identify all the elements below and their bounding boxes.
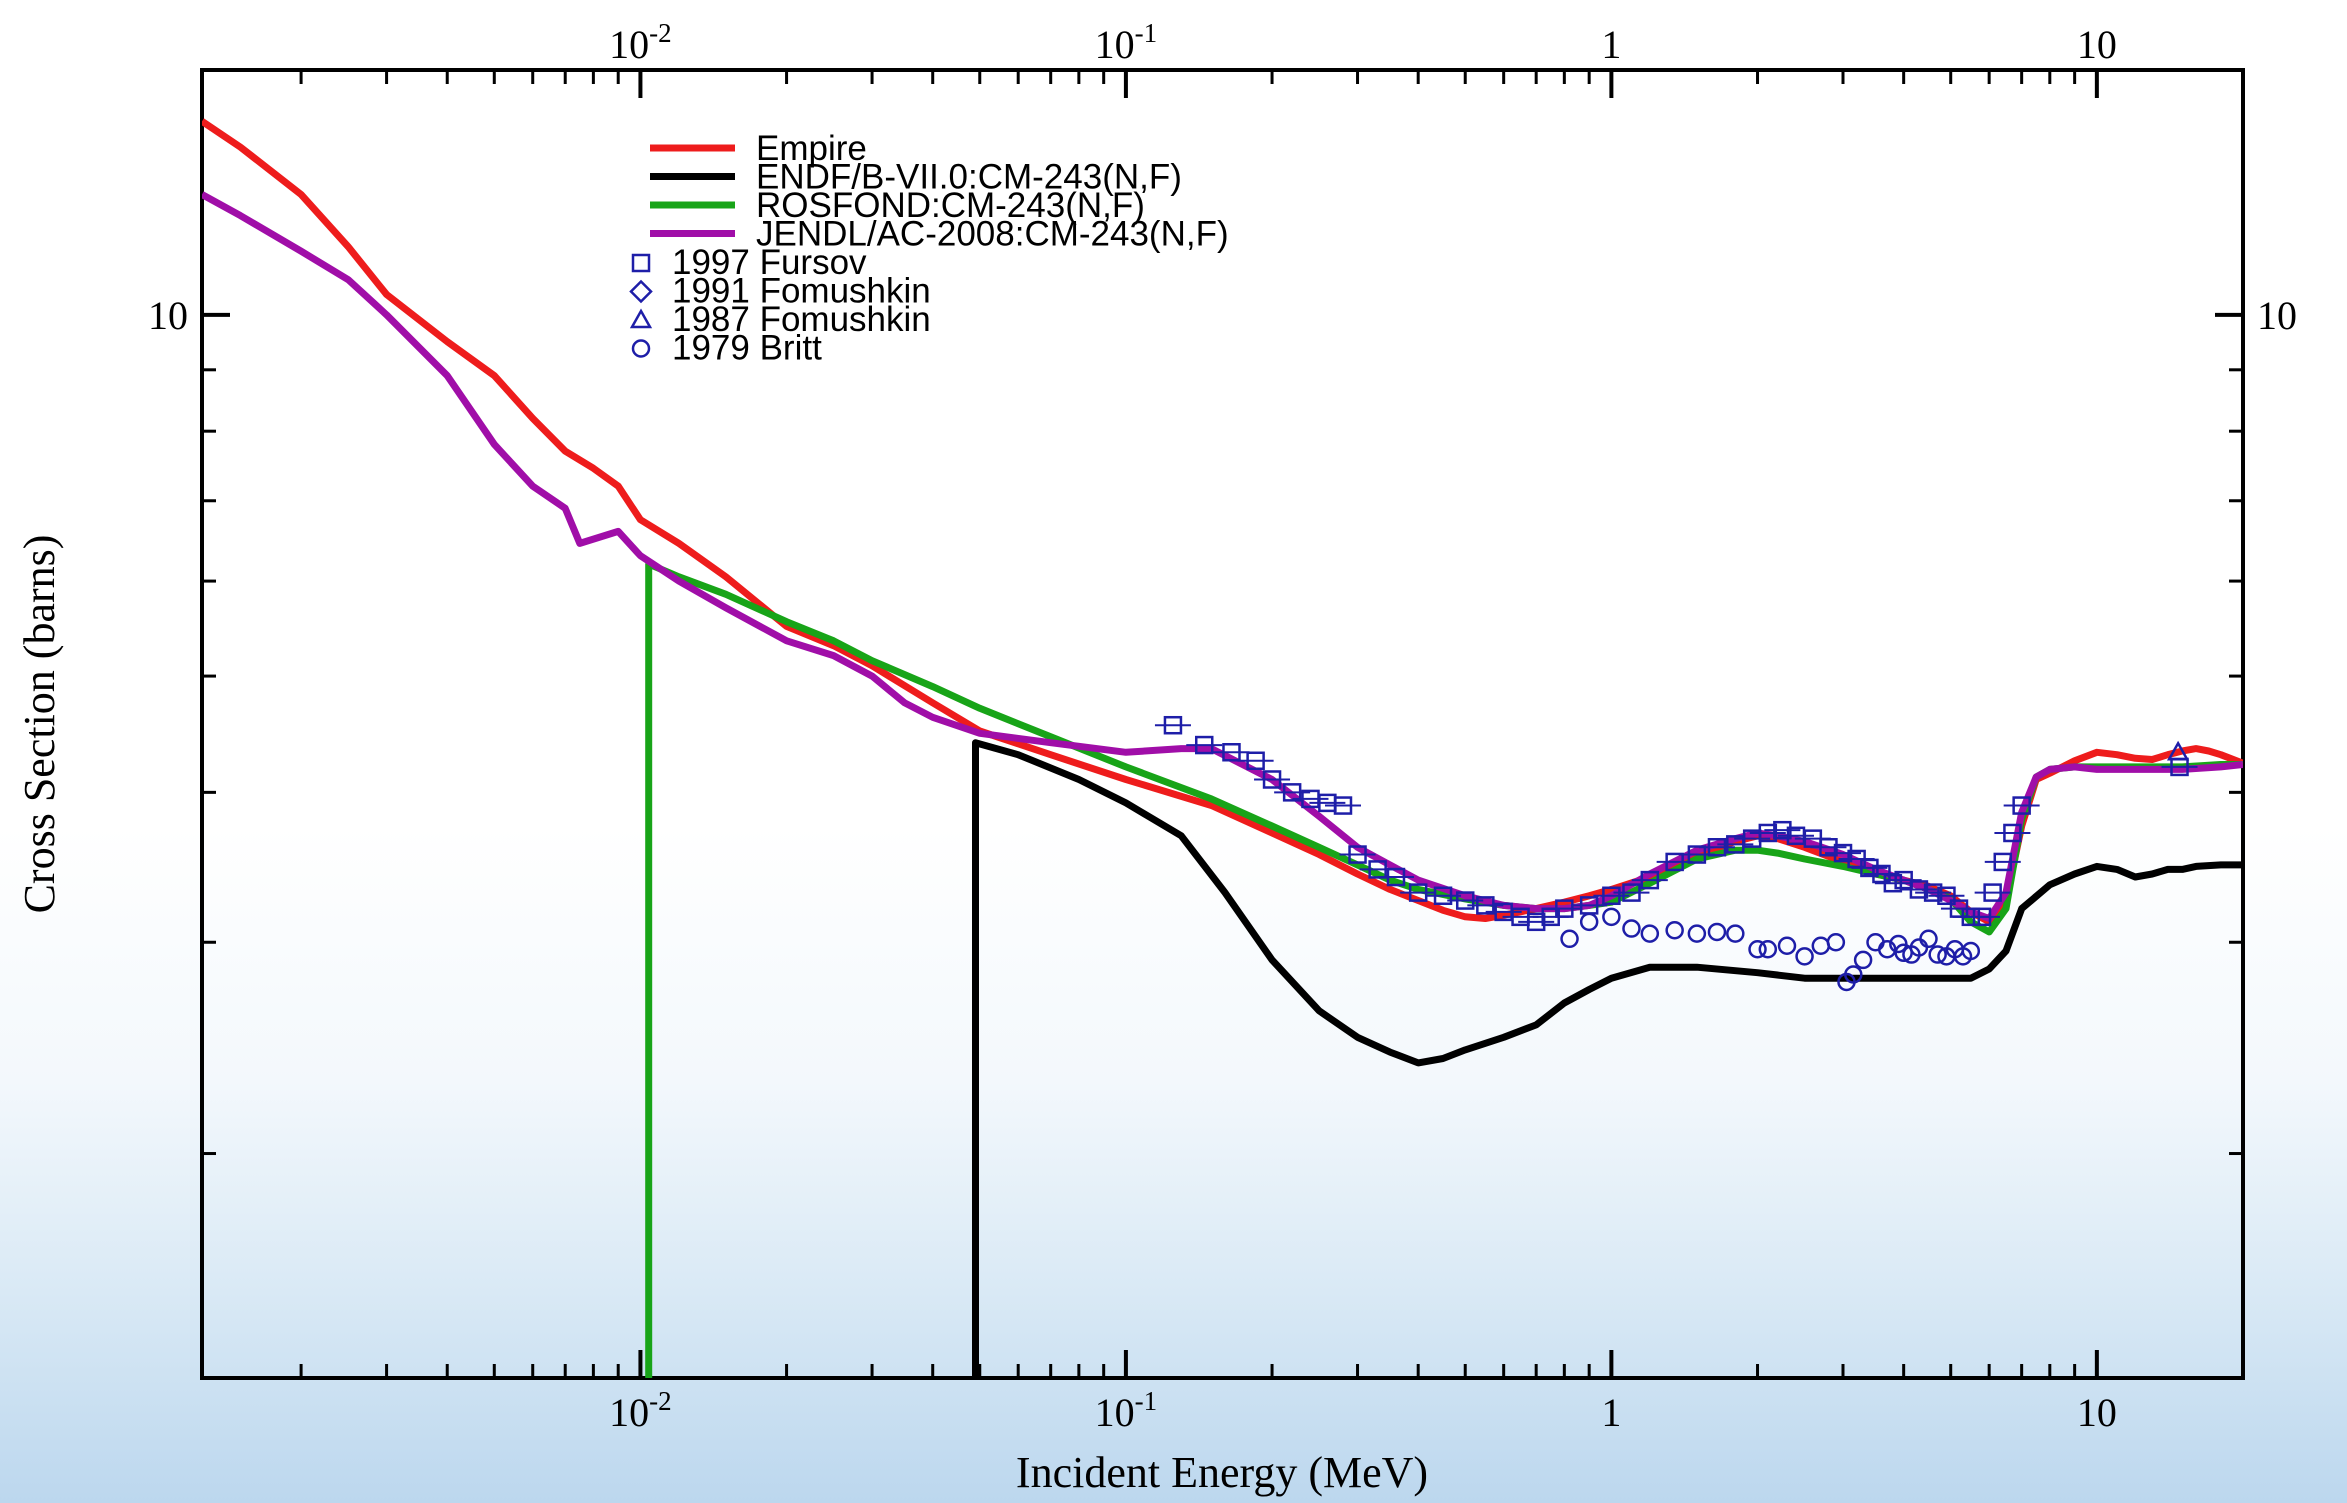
- legend-label: JENDL/AC-2008:CM-243(N,F): [756, 215, 1229, 254]
- data-point: [1748, 940, 1767, 959]
- legend-item: ENDF/B-VII.0:CM-243(N,F): [650, 158, 1182, 197]
- data-point: [1433, 886, 1453, 906]
- data-point: [1860, 858, 1879, 878]
- x-tick-label-bottom: 10-2: [609, 1386, 672, 1435]
- data-point: [1602, 886, 1621, 906]
- data-point: [1894, 870, 1913, 890]
- data-point: [1726, 924, 1745, 943]
- legend-marker: [629, 308, 653, 329]
- data-point: [1579, 912, 1599, 932]
- major-ticks: [202, 70, 2243, 1378]
- data-point: [1348, 845, 1367, 864]
- data-point: [1928, 945, 1947, 964]
- data-point: [1665, 920, 1684, 940]
- data-point: [1163, 715, 1183, 735]
- series-line: [972, 739, 2243, 1378]
- series-layer: [202, 118, 2243, 1378]
- data-point: [1909, 880, 1929, 899]
- x-tick-label-top: 1: [1601, 22, 1621, 67]
- data-point: [1993, 852, 2013, 872]
- y-tick-label-left: 10: [148, 293, 188, 338]
- data-point: [1795, 947, 1814, 966]
- legend-item: ROSFOND:CM-243(N,F): [650, 186, 1145, 225]
- x-tick-label-bottom: 10: [2077, 1390, 2117, 1435]
- y-tick-label-right: 10: [2257, 293, 2297, 338]
- data-point: [1773, 820, 1792, 840]
- data-point: [1687, 845, 1707, 864]
- legend-item: 1991 Fomushkin: [629, 272, 931, 311]
- data-point: [1961, 941, 1981, 961]
- data-point: [1937, 886, 1956, 906]
- x-tick-label-bottom: 1: [1601, 1390, 1621, 1435]
- data-point: [1222, 743, 1241, 762]
- data-point: [1555, 899, 1574, 918]
- data-point: [1758, 940, 1778, 959]
- data-point: [2003, 823, 2022, 843]
- data-point: [2012, 796, 2031, 815]
- data-point: [1707, 838, 1727, 857]
- data-point: [1622, 919, 1641, 938]
- x-tick-label-top: 10: [2077, 22, 2117, 67]
- data-point: [1919, 929, 1938, 949]
- legend-item: Empire: [650, 129, 867, 168]
- legend-label: 1991 Fomushkin: [672, 272, 931, 311]
- data-point: [1640, 870, 1660, 890]
- data-point: [1707, 922, 1727, 942]
- data-point: [1640, 924, 1660, 943]
- legend-label: 1987 Fomushkin: [672, 300, 931, 339]
- tick-labels: 10-2 10-2 10-1 10-1 1 1 10 10 10 10: [148, 18, 2297, 1435]
- x-tick-label-top: 10-2: [609, 18, 672, 67]
- legend-label: Empire: [756, 129, 867, 168]
- plot-frame: [200, 68, 2245, 1380]
- data-point: [1665, 852, 1684, 872]
- data-point: [1826, 933, 1846, 952]
- x-tick-label-top: 10-1: [1095, 18, 1158, 67]
- data-point: [1983, 883, 2002, 902]
- data-point: [1526, 912, 1546, 932]
- data-point: [1758, 823, 1778, 843]
- minor-ticks: [202, 70, 2245, 1378]
- y-axis-title: Cross Section (barns): [15, 535, 64, 914]
- data-point: [1923, 883, 1943, 902]
- data-point: [1777, 936, 1797, 955]
- data-point: [1972, 907, 1992, 927]
- legend-label: 1997 Fursov: [672, 243, 867, 282]
- legend-item: 1987 Fomushkin: [629, 300, 931, 339]
- data-point: [1246, 751, 1265, 771]
- data-point: [2166, 740, 2190, 761]
- x-tick-label-bottom: 10-1: [1095, 1386, 1158, 1435]
- legend-label: ROSFOND:CM-243(N,F): [756, 186, 1145, 225]
- data-point: [1194, 735, 1214, 755]
- data-point: [1386, 867, 1406, 887]
- data-point: [1811, 936, 1831, 955]
- legend-label: ENDF/B-VII.0:CM-243(N,F): [756, 158, 1182, 197]
- data-point: [1408, 883, 1428, 902]
- data-point: [1833, 843, 1853, 863]
- legend-item: JENDL/AC-2008:CM-243(N,F): [650, 215, 1229, 254]
- data-point: [1622, 883, 1641, 902]
- legend-marker: [629, 279, 653, 304]
- legend: EmpireENDF/B-VII.0:CM-243(N,F)ROSFOND:CM…: [629, 129, 1229, 368]
- data-point: [1883, 873, 1903, 893]
- legend-marker: [631, 339, 651, 358]
- legend-item: 1997 Fursov: [631, 243, 867, 282]
- data-point: [1844, 965, 1863, 984]
- data-point: [1282, 783, 1302, 802]
- legend-marker: [631, 253, 651, 273]
- legend-item: 1979 Britt: [631, 329, 822, 368]
- data-point: [1262, 770, 1282, 789]
- data-point: [1866, 933, 1885, 952]
- legend-label: 1979 Britt: [672, 329, 822, 368]
- data-point: [1476, 896, 1495, 915]
- data-point: [1687, 924, 1707, 943]
- x-axis-title: Incident Energy (MeV): [1016, 1448, 1428, 1497]
- data-point: [1333, 796, 1353, 815]
- data-point: [1560, 929, 1579, 949]
- data-point: [1853, 950, 1873, 970]
- data-point: [1455, 891, 1475, 910]
- data-point: [1819, 838, 1838, 857]
- data-point: [1368, 860, 1387, 879]
- data-point: [1602, 907, 1621, 927]
